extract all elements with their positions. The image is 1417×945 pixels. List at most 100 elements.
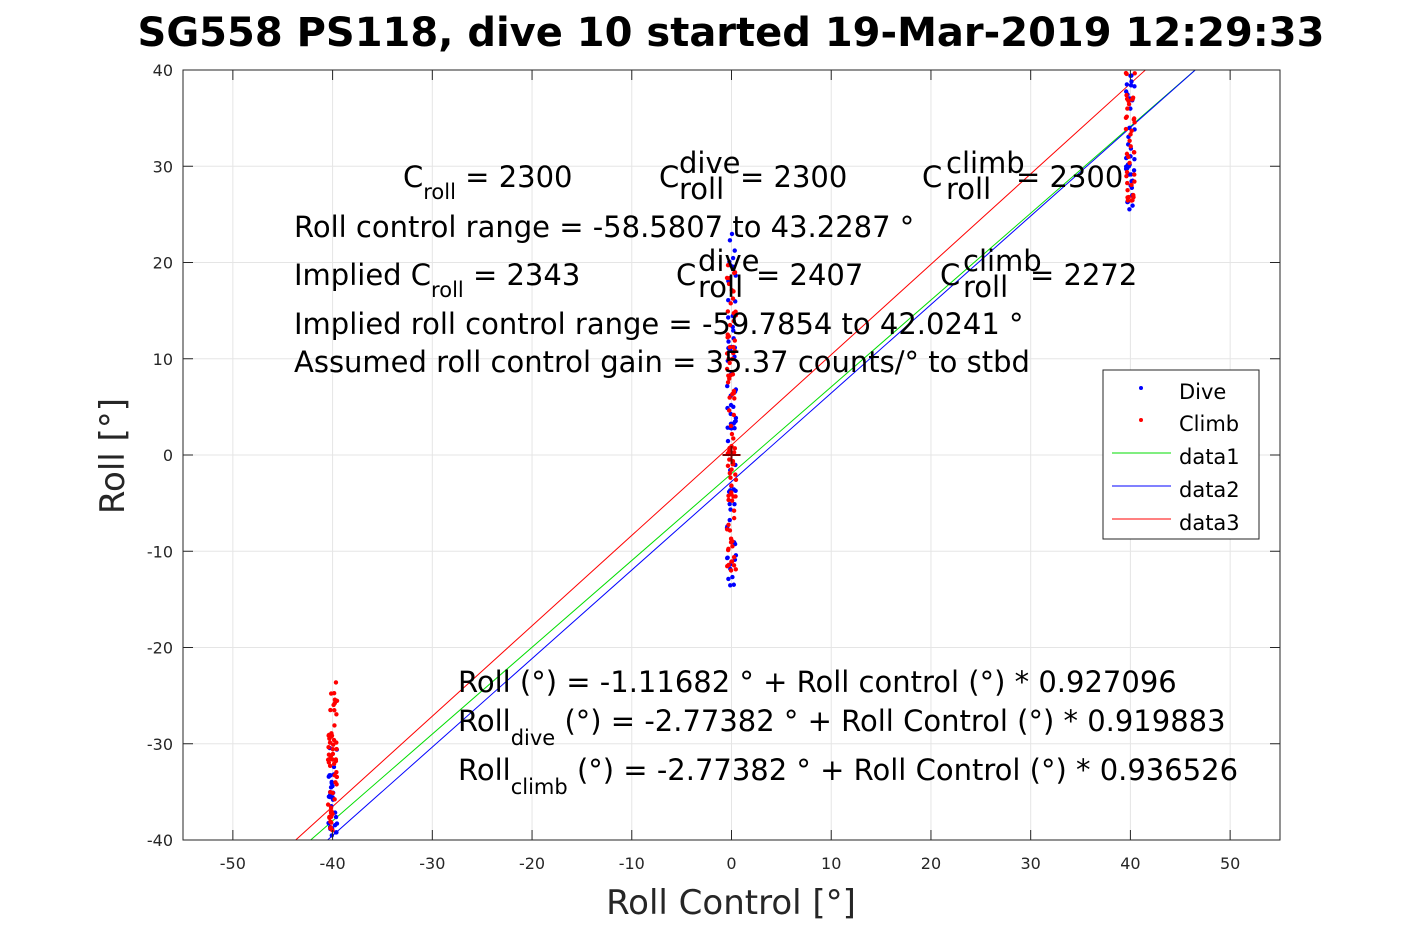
point-dive <box>726 576 731 582</box>
svg-text:Implied Croll = 2343: Implied Croll = 2343 <box>294 258 580 302</box>
point-climb <box>728 423 734 429</box>
point-dive <box>726 298 731 303</box>
point-climb <box>733 567 738 572</box>
point-climb <box>1132 71 1137 76</box>
legend-entry-data2: data2 <box>1112 478 1240 502</box>
point-climb <box>727 395 732 400</box>
point-climb <box>730 539 735 544</box>
point-climb <box>331 761 337 766</box>
x-tick-label: 0 <box>726 854 736 873</box>
point-climb <box>731 563 737 568</box>
point-climb <box>730 372 736 377</box>
annotation-implied-range: Implied roll control range = -59.7854 to… <box>294 307 1024 341</box>
point-climb <box>332 723 337 728</box>
point-climb <box>328 707 333 713</box>
point-climb <box>1123 126 1129 132</box>
point-dive <box>328 785 334 790</box>
point-dive <box>726 339 731 344</box>
annotation-implied: Implied Croll = 2343 C dive roll = 2407 … <box>294 244 1137 304</box>
svg-text:= 2272: = 2272 <box>1030 258 1137 292</box>
point-dive <box>731 582 737 587</box>
point-dive <box>725 383 730 389</box>
annotation-range: Roll control range = -58.5807 to 43.2287… <box>294 210 914 244</box>
svg-text:Croll = 2300: Croll = 2300 <box>403 160 573 204</box>
point-climb <box>327 815 332 820</box>
point-climb <box>327 740 333 745</box>
x-tick-label: -30 <box>419 854 445 873</box>
point-climb <box>725 547 731 553</box>
point-climb <box>1124 71 1129 77</box>
annotation-fit-climb: Rollclimb (°) = -2.77382 ° + Roll Contro… <box>458 753 1238 799</box>
point-climb <box>724 366 730 372</box>
point-climb <box>332 797 337 802</box>
point-climb <box>1125 195 1130 200</box>
point-climb <box>731 318 736 324</box>
x-tick-label: 50 <box>1220 854 1240 873</box>
point-climb <box>728 568 734 573</box>
point-climb <box>733 477 739 483</box>
point-climb <box>1125 106 1130 111</box>
point-climb <box>1132 179 1137 184</box>
point-climb <box>332 773 337 778</box>
point-climb <box>329 733 335 738</box>
point-dive <box>1126 164 1132 169</box>
point-climb <box>729 491 734 497</box>
legend-entry-data3: data3 <box>1112 511 1240 535</box>
point-dive <box>725 438 731 444</box>
point-dive <box>731 264 736 269</box>
point-dive <box>1127 207 1132 212</box>
point-climb <box>726 356 731 362</box>
point-climb <box>334 746 339 752</box>
point-climb <box>334 712 339 717</box>
svg-text:C: C <box>922 160 942 194</box>
point-climb <box>331 702 336 708</box>
series-line-data1 <box>310 69 1196 841</box>
point-climb <box>726 497 731 503</box>
y-axis-label: Roll [°] <box>93 398 133 514</box>
point-dive <box>725 555 730 560</box>
point-dive <box>732 248 737 253</box>
fit-lines <box>295 69 1196 841</box>
point-climb <box>333 780 338 785</box>
point-climb <box>724 351 730 356</box>
legend: Dive Climb data1 data2 data3 <box>1102 369 1260 540</box>
point-dive <box>333 814 339 820</box>
point-dive <box>732 425 737 431</box>
y-tick-label: 20 <box>153 254 173 273</box>
axis-ticks: -50 -40 -30 -20 -10 0 10 20 30 40 50 -40 -30 -20 -10 0 1… <box>147 61 1280 873</box>
point-climb <box>726 408 732 413</box>
point-climb <box>1128 132 1133 137</box>
point-dive <box>728 402 734 408</box>
point-dive <box>728 507 733 512</box>
point-climb <box>333 757 339 762</box>
origin-marker <box>722 446 741 464</box>
legend-label-dive: Dive <box>1179 380 1226 404</box>
legend-entry-data1: data1 <box>1112 445 1240 469</box>
point-dive <box>331 764 337 770</box>
legend-entry-dive: Dive <box>1139 380 1226 404</box>
point-climb <box>334 740 339 745</box>
point-dive <box>329 779 334 785</box>
svg-text:= 2300: = 2300 <box>740 160 847 194</box>
point-climb <box>1130 198 1135 203</box>
point-climb <box>727 471 733 476</box>
legend-marker-climb <box>1139 418 1143 422</box>
point-climb <box>731 555 737 560</box>
point-dive <box>1128 83 1134 88</box>
legend-entry-climb: Climb <box>1139 412 1239 436</box>
point-climb <box>730 356 735 362</box>
point-climb <box>332 708 337 713</box>
point-dive <box>725 315 731 320</box>
point-climb <box>328 819 333 824</box>
point-climb <box>326 744 331 750</box>
point-climb <box>1125 180 1130 186</box>
point-dive <box>326 794 332 799</box>
point-climb <box>725 463 731 468</box>
point-climb <box>725 380 731 385</box>
point-climb <box>1126 101 1132 107</box>
point-climb <box>731 412 737 418</box>
chart-title: SG558 PS118, dive 10 started 19-Mar-2019… <box>138 10 1325 56</box>
point-dive <box>1132 84 1137 89</box>
point-climb <box>328 756 333 761</box>
point-climb <box>731 515 737 521</box>
